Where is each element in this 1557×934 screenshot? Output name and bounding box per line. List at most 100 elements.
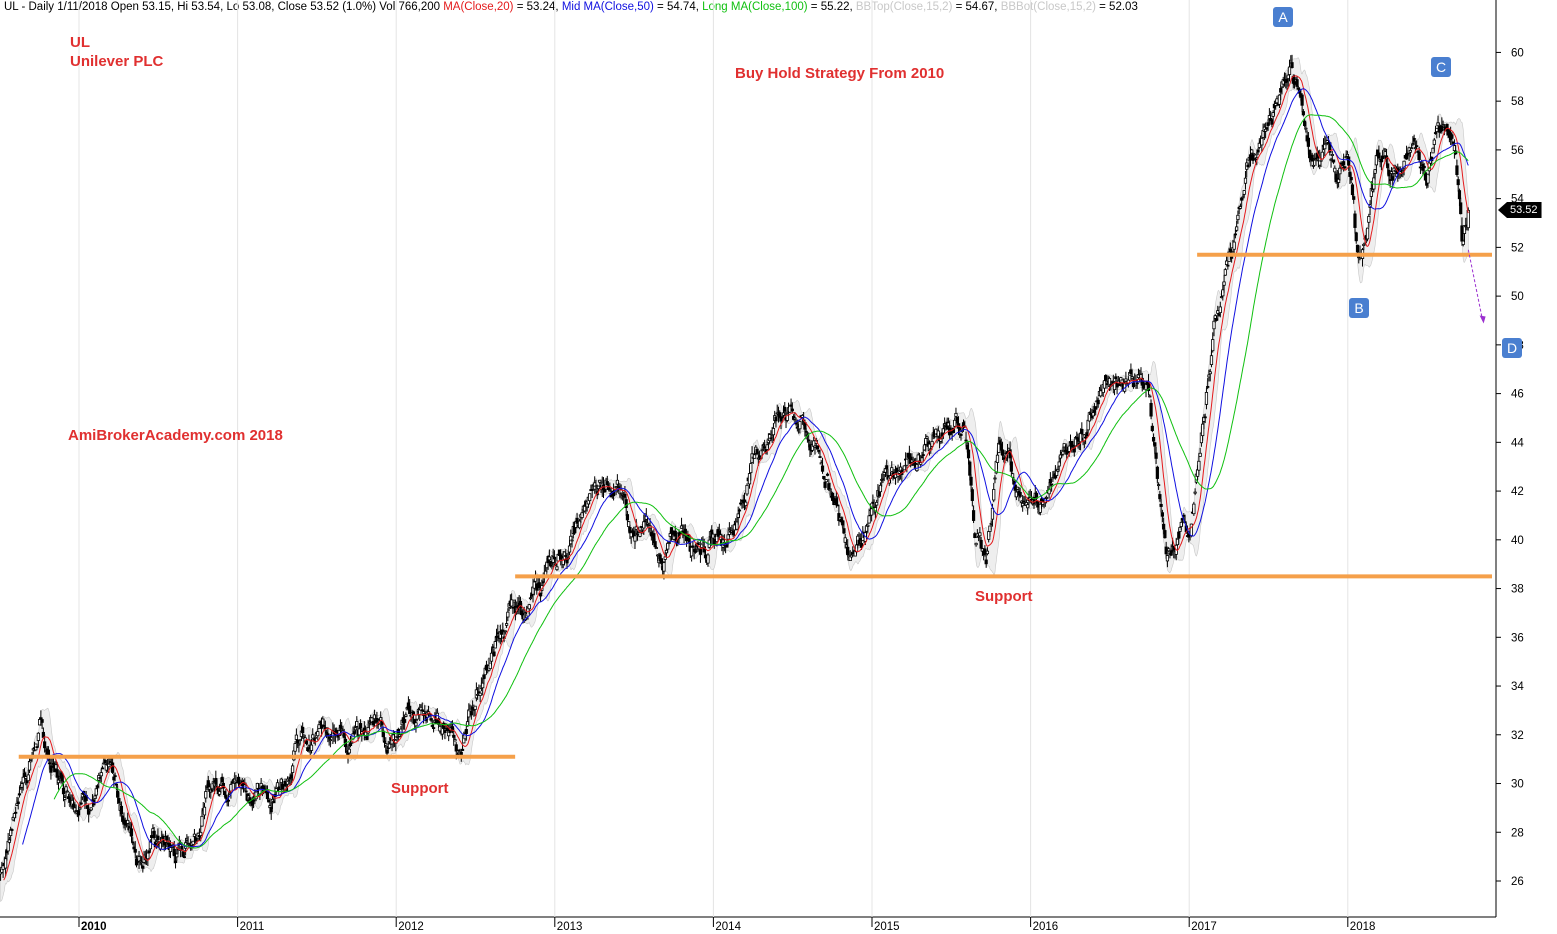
candle-body xyxy=(147,850,151,854)
x-tick-label: 2017 xyxy=(1191,921,1217,933)
candle-body xyxy=(35,746,39,749)
candle-body xyxy=(1009,461,1013,472)
candle-body xyxy=(317,724,321,730)
candle-body xyxy=(1218,306,1222,313)
candle-body xyxy=(291,765,295,773)
candle-body xyxy=(1160,512,1164,517)
candle-body xyxy=(1018,491,1022,497)
candle-body xyxy=(1114,376,1118,379)
candle-body xyxy=(1352,196,1356,200)
candle-body xyxy=(428,713,432,716)
y-tick-label: 56 xyxy=(1511,145,1524,157)
candle-body xyxy=(1000,449,1005,456)
candle-body xyxy=(683,528,687,534)
candle-body xyxy=(596,485,601,490)
ma50-line xyxy=(22,88,1469,850)
candle-body xyxy=(387,743,392,749)
candle-body xyxy=(17,793,22,796)
candle-body xyxy=(1333,167,1337,173)
candle-body xyxy=(61,787,66,795)
candle-body xyxy=(1198,452,1202,457)
candle-body xyxy=(590,489,594,491)
candle-body xyxy=(133,848,137,853)
chart-header: UL - Daily 1/11/2018 Open 53.15, Hi 53.5… xyxy=(4,1,1138,13)
candle-body xyxy=(414,722,418,727)
candle-body xyxy=(10,829,14,831)
candle-body xyxy=(1150,425,1154,432)
candle-body xyxy=(1415,145,1419,147)
candle-body xyxy=(1085,432,1089,437)
candle-body xyxy=(570,539,574,542)
candle-body xyxy=(168,847,173,852)
candle-body xyxy=(818,456,822,458)
candle-body xyxy=(842,528,846,534)
candle-body xyxy=(473,705,477,710)
candle-body xyxy=(79,802,83,805)
candle-body xyxy=(744,501,748,507)
candle-body xyxy=(804,430,808,433)
candle-body xyxy=(654,547,658,549)
candle-body xyxy=(29,760,33,763)
candle-body xyxy=(785,413,789,421)
candle-body xyxy=(4,858,8,869)
candle-body xyxy=(1450,134,1454,139)
candle-body xyxy=(1148,395,1152,398)
y-tick-label: 58 xyxy=(1511,96,1524,108)
candle-body xyxy=(823,481,827,488)
candle-body xyxy=(173,860,178,864)
candle-body xyxy=(1300,94,1304,106)
candle-body xyxy=(1455,165,1459,175)
candle-body xyxy=(745,484,749,495)
candle-body xyxy=(1350,184,1355,196)
candle-body xyxy=(89,807,93,811)
candle-body xyxy=(555,566,559,571)
header-bbtop-value: = 54.67, xyxy=(952,1,1001,13)
candle-body xyxy=(1347,156,1351,166)
candle-body xyxy=(1319,159,1323,162)
candle-body xyxy=(1086,419,1090,431)
candle-body xyxy=(119,805,124,815)
candle-body xyxy=(506,611,510,618)
candle-body xyxy=(1260,137,1264,146)
candle-body xyxy=(1304,127,1308,130)
candle-body xyxy=(1158,494,1162,500)
candle-body xyxy=(1212,320,1216,330)
candle-body xyxy=(1349,176,1353,181)
candle-body xyxy=(959,433,963,436)
candle-body xyxy=(301,726,305,734)
candle-body xyxy=(1256,149,1260,153)
company-label: Unilever PLC xyxy=(70,53,164,70)
candle-body xyxy=(605,481,609,486)
candle-body xyxy=(469,711,473,716)
projection-arrowhead xyxy=(1479,315,1486,324)
candle-body xyxy=(921,454,925,456)
y-tick-label: 40 xyxy=(1511,535,1524,547)
candle-body xyxy=(1044,497,1049,499)
candle-body xyxy=(866,524,870,527)
candle-body xyxy=(1233,233,1237,236)
candle-body xyxy=(1412,137,1416,142)
candle-body xyxy=(348,743,353,747)
candle-body xyxy=(1236,214,1240,221)
bollinger-band-area xyxy=(0,57,1469,902)
candle-body xyxy=(885,465,889,470)
candle-body xyxy=(182,856,186,859)
wave-a-marker: A xyxy=(1273,7,1293,27)
candle-body xyxy=(156,835,160,841)
candle-body xyxy=(27,760,32,771)
candle-body xyxy=(974,542,978,546)
candle-body xyxy=(1295,79,1299,87)
candle-body xyxy=(859,543,864,548)
y-tick-label: 44 xyxy=(1511,437,1524,449)
candle-body xyxy=(202,806,207,816)
candle-body xyxy=(77,810,81,816)
candle-body xyxy=(492,651,496,657)
candle-body xyxy=(995,454,1000,463)
candle-body xyxy=(1365,227,1370,240)
candle-body xyxy=(954,412,958,417)
y-tick-label: 26 xyxy=(1511,876,1524,888)
candle-body xyxy=(141,865,145,869)
candle-body xyxy=(294,734,298,740)
x-tick-label: 2013 xyxy=(557,921,583,933)
